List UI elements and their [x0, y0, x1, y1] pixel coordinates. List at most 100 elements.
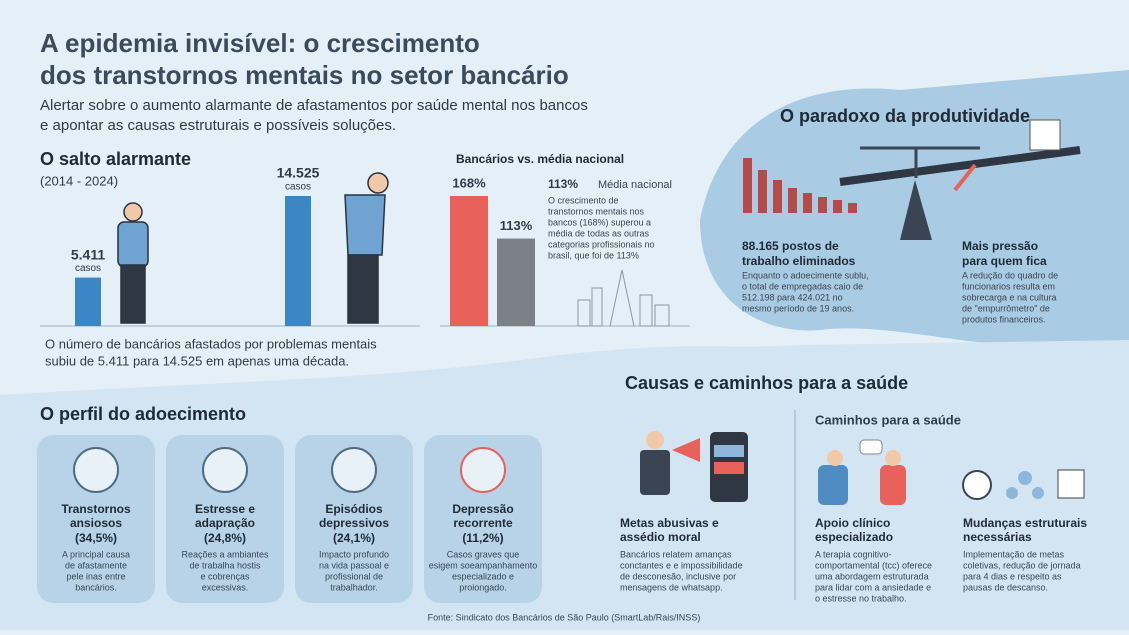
- item-text: conctantes e e impossibilidade: [620, 560, 743, 570]
- card-title: Depressão: [452, 502, 513, 516]
- card-text: esigem soeampanhamento: [429, 560, 538, 570]
- note: O crescimento de: [548, 195, 619, 205]
- card-share: (24,8%): [204, 531, 246, 545]
- card-share: (34,5%): [75, 531, 117, 545]
- text: funcionarios resulta em: [962, 281, 1055, 291]
- card-title: recorrente: [453, 516, 513, 530]
- subtitle: para quem fica: [962, 254, 1047, 268]
- subtitle: 88.165 postos de: [742, 239, 839, 253]
- subsection-title: Caminhos para a saúde: [815, 412, 961, 427]
- item-text: para lidar com a ansiedade e: [815, 582, 931, 592]
- card-icon: [331, 447, 377, 493]
- subtitle: e apontar as causas estruturais e possív…: [40, 117, 396, 134]
- bar: [450, 196, 488, 326]
- bar: [497, 238, 535, 326]
- card-text: Casos graves que: [447, 549, 520, 559]
- comparison-section: Bancários vs. média nacional Média nacio…: [440, 152, 690, 327]
- note: brasil, que foi de 113%: [548, 250, 639, 260]
- card-share: (24,1%): [333, 531, 375, 545]
- card-icon: [202, 447, 248, 493]
- causes-section: Causas e caminhos para a saúde Caminhos …: [620, 373, 1087, 604]
- item-title: especializado: [815, 530, 893, 544]
- national-value: 113%: [548, 177, 578, 191]
- city-skyline: [577, 269, 670, 327]
- card-text: bancários.: [75, 582, 117, 592]
- card: [37, 435, 155, 603]
- text: 512.198 para 424.021 no: [742, 292, 843, 302]
- card-text: proiongado.: [459, 582, 507, 592]
- value-label: 168%: [452, 175, 486, 190]
- bar: [285, 196, 311, 326]
- card-text: Impacto profundo: [319, 549, 389, 559]
- period: (2014 - 2024): [40, 173, 118, 188]
- note: transtornos mentais nos: [548, 206, 645, 216]
- note: categorias profissionais no: [548, 239, 655, 249]
- card-text: especializado e: [452, 571, 514, 581]
- card-text: e cobrenças: [200, 571, 250, 581]
- item-title: Mudanças estruturais: [963, 516, 1087, 530]
- subtitle: Mais pressão: [962, 239, 1038, 253]
- card-share: (11,2%): [462, 531, 503, 545]
- card-text: excessivas.: [202, 582, 249, 592]
- card-title: Transtornos: [61, 502, 131, 516]
- item-title: assédio moral: [620, 530, 701, 544]
- item-title: Apoio clínico: [815, 516, 890, 530]
- value-label: 113%: [500, 218, 533, 233]
- card-title: ansiosos: [70, 516, 122, 530]
- profile-section: O perfil do adoecimento Transtornosansio…: [37, 404, 542, 603]
- item-text: mensagens de whatsapp.: [620, 582, 723, 592]
- card-text: de afastamente: [65, 560, 127, 570]
- paradox-section: O paradoxo da produtividade 88.165 posto…: [742, 106, 1081, 324]
- item-text: de desconesão, inclusive por: [620, 571, 736, 581]
- title: dos transtornos mentais no setor bancári…: [40, 60, 569, 90]
- note: subiu de 5.411 para 14.525 em apenas uma…: [45, 353, 349, 368]
- source: Fonte: Sindicato dos Bancários de São Pa…: [428, 612, 701, 622]
- card-text: de trabalha hostis: [189, 560, 261, 570]
- subtitle: Alertar sobre o aumento alarmante de afa…: [40, 97, 588, 114]
- seesaw-icon: [839, 119, 1081, 240]
- section-title: O paradoxo da produtividade: [780, 106, 1030, 126]
- item-text: Bancários relatem amanças: [620, 549, 732, 559]
- card-text: na vida passoal e: [319, 560, 389, 570]
- item-title: Metas abusivas e: [620, 516, 719, 530]
- tired-person-icon: [344, 172, 389, 324]
- text: mesmo período de 19 anos.: [742, 303, 854, 313]
- section-title: Bancários vs. média nacional: [456, 152, 624, 166]
- item-text: uma abordagem estruturada: [815, 571, 929, 581]
- structural-icon: [962, 469, 1085, 500]
- card-title: adapração: [195, 516, 255, 530]
- card-icon: [460, 447, 506, 493]
- item-text: coletivas, redução de jornada: [963, 560, 1081, 570]
- card-text: trabalhador.: [330, 582, 378, 592]
- text: Enquanto o adoecimente sublu,: [742, 270, 869, 280]
- text: de "empurrômetro" de: [962, 303, 1050, 313]
- section-title: O perfil do adoecimento: [40, 404, 246, 424]
- card-icon: [73, 447, 119, 493]
- note: O número de bancários afastados por prob…: [45, 336, 377, 351]
- item-text: comportamental (tcc) oferece: [815, 560, 932, 570]
- item-text: A terapia cognitivo-: [815, 549, 892, 559]
- text: A redução do quadro de: [962, 270, 1058, 280]
- bar: [75, 277, 101, 326]
- national-label: Média nacional: [598, 179, 672, 191]
- item-title: necessárias: [963, 530, 1032, 544]
- person-icon: [117, 202, 149, 324]
- header: A epidemia invisível: o crescimento dos …: [40, 28, 588, 134]
- title: A epidemia invisível: o crescimento: [40, 28, 480, 58]
- section-title: Causas e caminhos para a saúde: [625, 373, 908, 393]
- text: o total de empregadas caio de: [742, 281, 863, 291]
- card: [166, 435, 284, 603]
- note: média de todas as outras: [548, 228, 650, 238]
- card-title: Episódios: [325, 502, 383, 516]
- item-text: Implementação de metas: [963, 549, 1065, 559]
- card: [295, 435, 413, 603]
- card-text: Reações a ambiantes: [181, 549, 269, 559]
- item-text: pausas de descanso.: [963, 582, 1048, 592]
- salto-section: O salto alarmante (2014 - 2024) O número…: [40, 149, 420, 368]
- card: [424, 435, 542, 603]
- value-label: 5.411: [71, 246, 105, 262]
- item-text: para 4 dias e respeito as: [963, 571, 1062, 581]
- item-text: o estresse no trabalho.: [815, 593, 907, 603]
- megaphone-icon: [640, 431, 748, 502]
- declining-bars-icon: [743, 158, 857, 213]
